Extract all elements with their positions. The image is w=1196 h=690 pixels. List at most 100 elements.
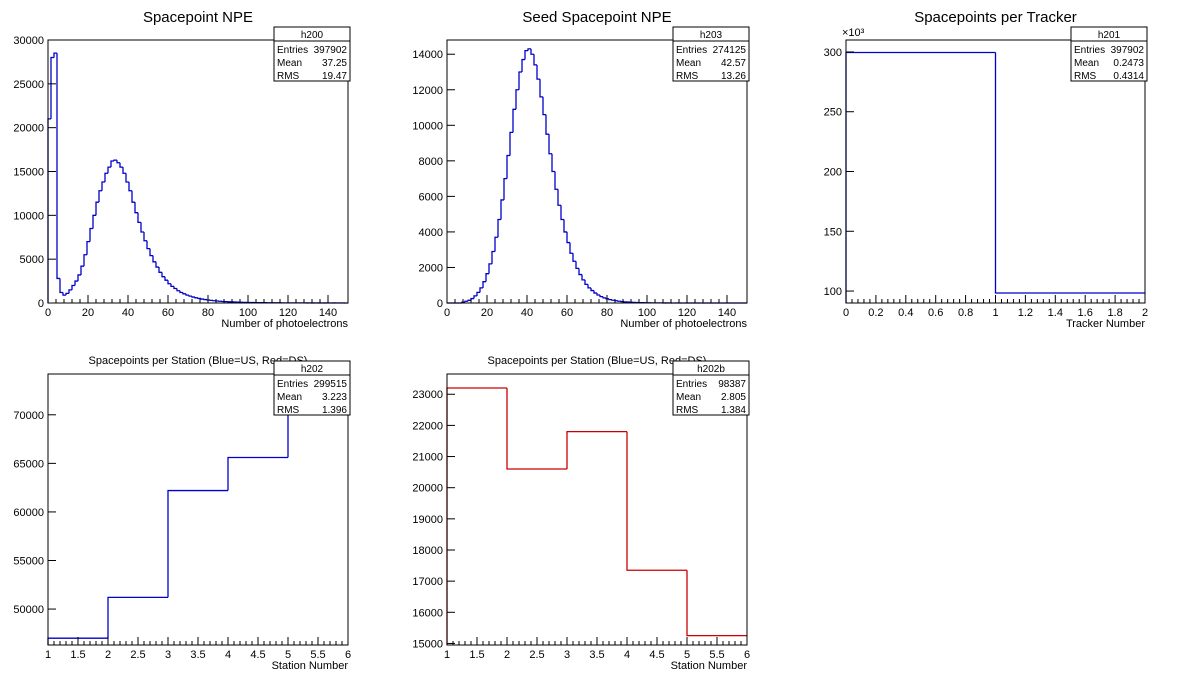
- y-tick-label: 15000: [13, 167, 44, 179]
- x-tick-label: 100: [638, 307, 656, 319]
- histogram-bin: [83, 254, 87, 267]
- x-tick-label: 4: [225, 649, 231, 661]
- x-tick-label: 0.6: [928, 307, 943, 319]
- stats-value: 3.223: [322, 392, 347, 403]
- histogram-bin: [155, 261, 159, 268]
- histogram-bin: [125, 173, 129, 183]
- histogram-bin: [566, 430, 627, 470]
- stats-value: 19.47: [322, 71, 347, 82]
- histogram-bin: [524, 50, 528, 60]
- histogram-bin: [503, 177, 507, 200]
- histogram-bin: [500, 199, 504, 220]
- histogram-bin: [116, 160, 120, 164]
- y-tick-label: 10000: [13, 210, 44, 222]
- histogram-bin: [167, 489, 228, 598]
- histogram-bin: [62, 292, 66, 296]
- x-tick-label: 6: [345, 649, 351, 661]
- x-tick-label: 40: [521, 307, 533, 319]
- histogram-bin: [134, 202, 138, 214]
- histogram-bin: [497, 218, 501, 238]
- x-tick-label: 100: [239, 307, 257, 319]
- histogram-bin: [194, 297, 198, 299]
- histogram-bin: [557, 189, 561, 206]
- histogram-bin: [602, 296, 606, 299]
- x-tick-label: 140: [718, 307, 736, 319]
- x-tick-label: 6: [744, 649, 750, 661]
- y-tick-label: 12000: [412, 85, 443, 97]
- chart-title: Spacepoints per Station (Blue=US, Red=DS…: [488, 355, 707, 367]
- x-tick-label: 3: [165, 649, 171, 661]
- histogram-bin: [128, 182, 132, 192]
- x-tick-label: 0: [843, 307, 849, 319]
- histogram-bin: [485, 273, 489, 282]
- y-tick-label: 150: [824, 226, 842, 238]
- stats-value: 2.805: [721, 392, 746, 403]
- stats-value: 0.4314: [1113, 71, 1144, 82]
- stats-key: Mean: [676, 58, 701, 69]
- stats-key: Entries: [1074, 45, 1105, 56]
- histogram-bin: [131, 190, 135, 203]
- histogram-bin: [59, 278, 63, 294]
- y-multiplier: ×10³: [842, 27, 865, 39]
- x-tick-label: 1.5: [469, 649, 484, 661]
- histogram-bin: [494, 236, 498, 252]
- x-tick-label: 2.5: [529, 649, 544, 661]
- stats-key: Mean: [277, 392, 302, 403]
- y-tick-label: 21000: [412, 452, 443, 464]
- x-tick-label: 1.8: [1107, 307, 1122, 319]
- stats-box: [273, 26, 351, 82]
- histogram-bin: [473, 295, 477, 299]
- histogram-bin: [65, 292, 69, 296]
- stats-key: Entries: [277, 379, 308, 390]
- histogram-bin: [626, 431, 687, 571]
- chart-h200: Spacepoint NPE 0 20 40 60 80 100 120 140 0 5000 100…: [13, 9, 351, 330]
- histogram-bin: [197, 297, 201, 300]
- histogram-bin: [608, 298, 612, 301]
- x-axis-label: Number of photoelectrons: [620, 318, 747, 330]
- y-tick-label: 18000: [412, 545, 443, 557]
- x-tick-label: 0.8: [958, 307, 973, 319]
- histogram-bin: [170, 283, 174, 287]
- histogram-bin: [560, 205, 564, 221]
- histogram-bin: [554, 171, 558, 190]
- stats-key: RMS: [1074, 71, 1097, 82]
- histogram-bin: [158, 267, 162, 273]
- chart-title: Spacepoints per Station (Blue=US, Red=DS…: [89, 355, 308, 367]
- histogram-bin: [86, 240, 90, 255]
- x-tick-label: 60: [162, 307, 174, 319]
- stats-box: [672, 360, 750, 416]
- histogram-bin: [53, 52, 57, 58]
- histogram-bin: [92, 214, 96, 229]
- histogram-bin: [101, 181, 105, 191]
- histogram-bin: [530, 48, 534, 55]
- histogram-bin: [686, 570, 747, 637]
- stats-value: 397902: [1111, 45, 1145, 56]
- x-tick-label: 80: [601, 307, 613, 319]
- x-tick-label: 0.2: [868, 307, 883, 319]
- x-tick-label: 2: [105, 649, 111, 661]
- histogram-bin: [569, 242, 573, 254]
- y-tick-label: 20000: [13, 123, 44, 135]
- histogram-bin: [98, 190, 102, 203]
- histogram-bin: [191, 296, 195, 298]
- histogram-bin: [566, 231, 570, 244]
- y-tick-label: 0: [437, 298, 443, 310]
- x-tick-label: 0: [444, 307, 450, 319]
- x-tick-label: 120: [279, 307, 297, 319]
- histogram-bin: [113, 159, 117, 161]
- y-tick-label: 17000: [412, 576, 443, 588]
- chart-h202: Spacepoints per Station (Blue=US, Red=DS…: [13, 355, 351, 672]
- y-tick-label: 65000: [13, 458, 44, 470]
- histogram-bin: [563, 219, 567, 233]
- stats-key: Mean: [676, 392, 701, 403]
- stats-value: 1.396: [322, 405, 347, 416]
- stats-value: 13.26: [721, 71, 746, 82]
- histogram-bin: [74, 280, 78, 286]
- stats-name: h203: [700, 30, 723, 41]
- x-tick-label: 80: [202, 307, 214, 319]
- stats-value: 299515: [314, 379, 348, 390]
- x-tick-label: 5: [684, 649, 690, 661]
- x-tick-label: 140: [319, 307, 337, 319]
- histogram-bin: [515, 89, 519, 110]
